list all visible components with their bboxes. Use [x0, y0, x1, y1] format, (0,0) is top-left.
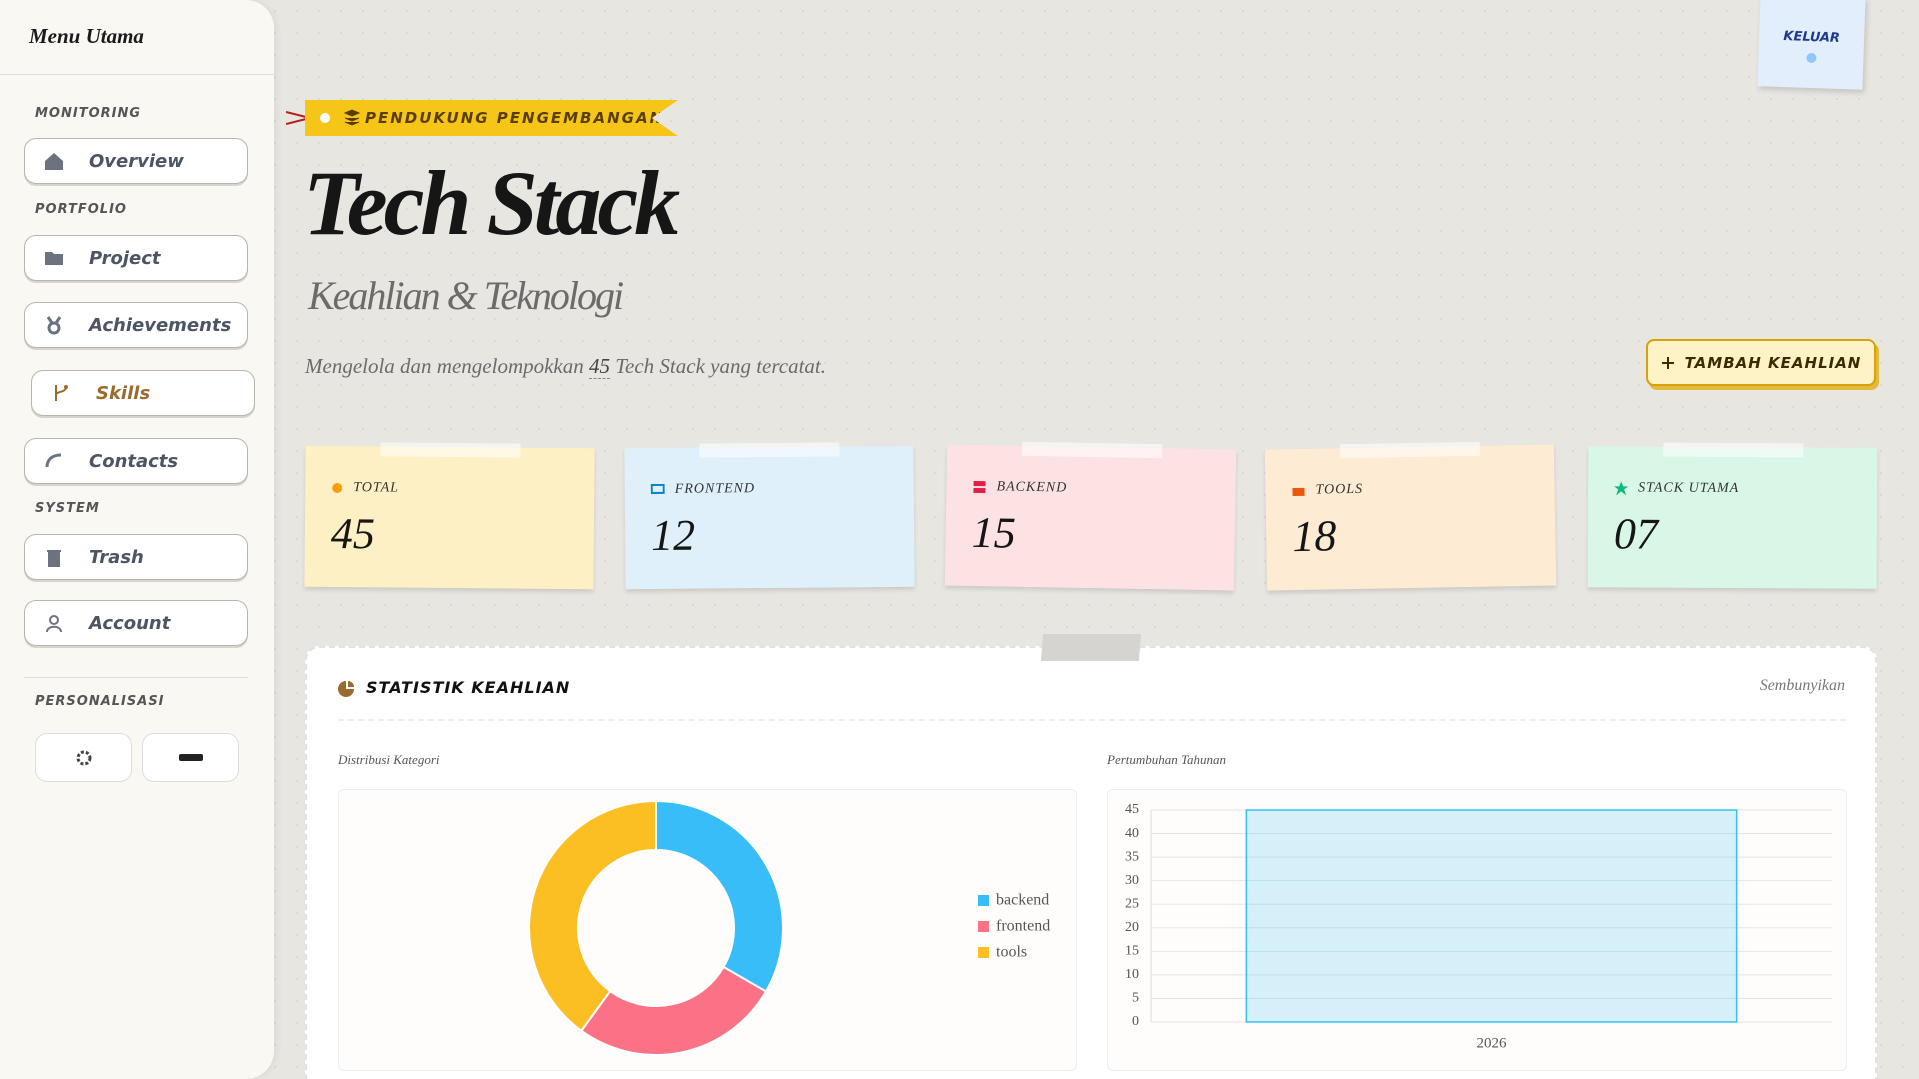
icon: [338, 681, 354, 697]
divider: [0, 74, 274, 75]
icon: [320, 109, 361, 126]
icon: [1292, 487, 1305, 497]
icon: [650, 483, 665, 495]
y-tick-label: 10: [1125, 967, 1139, 982]
icon: [973, 480, 986, 494]
y-tick-label: 30: [1125, 873, 1139, 888]
nav-label: Contacts: [89, 450, 179, 472]
bar: [1245, 809, 1738, 1023]
donut-slice: [528, 799, 657, 1033]
icon: [332, 483, 343, 494]
nav-account[interactable]: Account: [24, 600, 248, 646]
page-title: Tech Stack: [303, 152, 680, 254]
button-label: TAMBAH KEAHLIAN: [1684, 353, 1862, 372]
donut-slice: [579, 965, 768, 1056]
mode-toggle[interactable]: [142, 733, 239, 782]
chart-title: Pertumbuhan Tahunan: [1106, 752, 1226, 767]
y-tick-label: 20: [1125, 920, 1139, 935]
y-tick-label: 15: [1125, 944, 1139, 959]
panel-title: STATISTIK KEAHLIAN: [366, 678, 571, 697]
legend-swatch: [978, 895, 989, 906]
donut-slice: [655, 799, 784, 993]
description: Mengelola dan mengelompokkan 45 Tech Sta…: [305, 354, 826, 379]
icon: [47, 550, 61, 567]
y-tick-label: 5: [1132, 991, 1139, 1006]
icon: [46, 615, 62, 633]
nav-overview[interactable]: Overview: [24, 138, 248, 184]
stat-card: FRONTEND 12: [624, 442, 915, 590]
description-text: Tech Stack yang tercatat.: [615, 354, 826, 378]
nav-skills[interactable]: Skills: [31, 370, 255, 416]
stat-card: STACK UTAMA 07: [1587, 442, 1878, 589]
nav-label: Project: [89, 247, 161, 269]
legend-label: tools: [996, 944, 1027, 961]
legend-label: backend: [996, 892, 1049, 909]
y-tick-label: 0: [1132, 1014, 1139, 1029]
nav-label: Trash: [89, 546, 144, 568]
divider: [24, 677, 248, 678]
y-tick-label: 40: [1125, 826, 1139, 841]
icon: [46, 316, 62, 335]
stat-card: TOTAL 45: [304, 442, 595, 590]
tag-label: PENDUKUNG PENGEMBANGAN: [365, 109, 665, 127]
nav-contacts[interactable]: Contacts: [24, 438, 248, 484]
section-label: PORTFOLIO: [35, 202, 127, 217]
theme-toggle[interactable]: [35, 733, 132, 782]
legend-swatch: [978, 921, 989, 932]
nav-label: Achievements: [89, 314, 232, 336]
y-tick-label: 25: [1125, 896, 1139, 911]
section-label: PERSONALISASI: [35, 694, 165, 709]
x-tick-label: 2026: [1477, 1035, 1508, 1051]
nav-trash[interactable]: Trash: [24, 534, 248, 580]
y-tick-label: 45: [1125, 802, 1139, 817]
nav-project[interactable]: Project: [24, 235, 248, 281]
icon: [45, 252, 63, 265]
tag: PENDUKUNG PENGEMBANGAN: [305, 100, 678, 136]
divider: [338, 719, 1846, 721]
nav-label: Overview: [89, 150, 184, 172]
stat-card: BACKEND 15: [944, 441, 1237, 591]
y-tick-label: 35: [1125, 849, 1139, 864]
icon: [76, 750, 91, 765]
icon: [55, 385, 68, 401]
icon: [45, 153, 63, 170]
description-text: Mengelola dan mengelompokkan: [305, 354, 584, 378]
nav-label: Account: [89, 612, 171, 634]
sidebar-title: Menu Utama: [29, 24, 144, 48]
chart-title: Distribusi Kategori: [337, 752, 440, 767]
section-label: MONITORING: [35, 106, 142, 121]
stat-card: TOOLS 18: [1264, 441, 1557, 591]
icon: [1614, 481, 1629, 496]
panel-toggle[interactable]: Sembunyikan: [1759, 677, 1845, 694]
description-count: 45: [589, 354, 611, 379]
legend-swatch: [978, 947, 989, 958]
add-button[interactable]: TAMBAH KEAHLIAN: [1646, 339, 1876, 386]
icon: [178, 753, 203, 761]
nav-label: Skills: [96, 382, 151, 404]
icon: [45, 453, 62, 468]
page-subtitle: Keahlian & Teknologi: [308, 273, 624, 318]
icon: [1661, 356, 1674, 369]
nav-achievements[interactable]: Achievements: [24, 302, 248, 348]
legend-label: frontend: [996, 918, 1050, 935]
section-label: SYSTEM: [35, 501, 100, 516]
chart-box: [1107, 789, 1847, 1071]
